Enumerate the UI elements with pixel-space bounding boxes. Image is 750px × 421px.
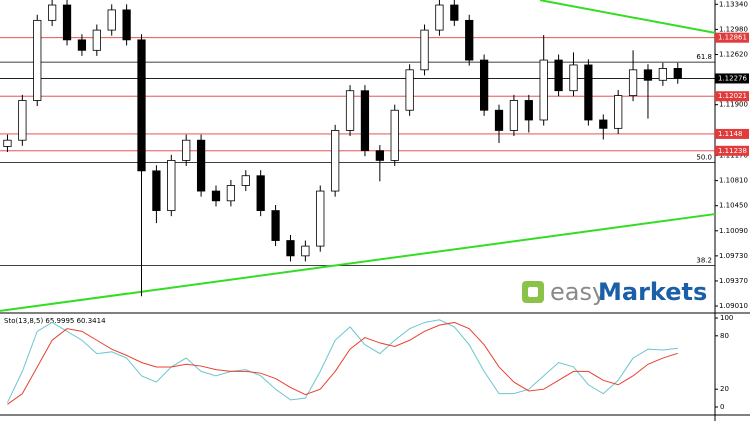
candle-body xyxy=(465,19,474,61)
candle-body xyxy=(137,39,146,172)
level-box xyxy=(715,91,749,102)
indicator-label: Sto(13,8,5) 65.9995 60.3414 xyxy=(4,317,106,325)
fib-label: 61.8 xyxy=(696,53,712,61)
candle-body xyxy=(539,59,548,121)
candle-body xyxy=(584,64,593,121)
candle-body xyxy=(256,175,265,211)
candle-body xyxy=(48,4,57,21)
candle-body xyxy=(375,150,384,161)
candle-body xyxy=(599,119,608,129)
brand-text: easy xyxy=(550,278,606,306)
level-label: 1.11238 xyxy=(718,147,747,155)
level-label: 1.12021 xyxy=(718,92,747,100)
candle-body xyxy=(420,29,429,71)
candle-body xyxy=(405,69,414,111)
candle-body xyxy=(435,4,444,31)
y-tick-label: 100 xyxy=(720,314,733,322)
candle-body xyxy=(345,90,355,131)
candle-body xyxy=(658,68,667,81)
y-tick-label: 1.11900 xyxy=(719,101,748,109)
candle-body xyxy=(33,19,42,101)
candle-body xyxy=(226,185,236,202)
y-tick-label: 1.09370 xyxy=(719,277,748,285)
y-tick-label: 1.12620 xyxy=(719,50,748,58)
candle-body xyxy=(301,245,310,257)
candle-body xyxy=(271,210,280,241)
level-box xyxy=(715,128,749,139)
fib-label: 50.0 xyxy=(696,153,712,161)
candle-body xyxy=(167,160,176,211)
level-box xyxy=(715,32,749,43)
level-label: 1.12861 xyxy=(718,34,747,42)
candle-body xyxy=(524,100,533,121)
y-tick-label: 1.10450 xyxy=(719,202,748,210)
candle-body xyxy=(569,64,578,92)
y-tick-label: 1.10810 xyxy=(719,177,748,185)
candle-body xyxy=(3,139,12,147)
candle-body xyxy=(62,4,72,41)
candle-body xyxy=(390,109,399,161)
level-label: 1.12276 xyxy=(718,74,747,82)
y-tick-label: 1.09730 xyxy=(719,252,748,260)
candle-body xyxy=(18,100,27,141)
candle-body xyxy=(479,59,489,111)
logo-icon xyxy=(528,287,538,297)
trendline xyxy=(0,213,716,312)
level-label: 1.1148 xyxy=(718,130,743,138)
y-tick-label: 0 xyxy=(720,403,724,411)
y-tick-label: 80 xyxy=(720,332,729,340)
stochastic-line xyxy=(7,321,678,405)
fib-label: 38.2 xyxy=(696,257,712,265)
y-tick-label: 1.10090 xyxy=(719,227,748,235)
y-tick-label: 20 xyxy=(720,385,729,393)
candle-body xyxy=(241,175,250,186)
candle-body xyxy=(122,9,131,41)
candle-body xyxy=(196,139,206,192)
y-tick-label: 1.13340 xyxy=(719,0,748,8)
brand-logo: easy Markets xyxy=(522,278,707,306)
candle-body xyxy=(92,29,101,51)
candle-body xyxy=(614,95,623,129)
candle-body xyxy=(360,90,370,152)
stochastic-line xyxy=(6,319,678,403)
candle-body xyxy=(509,100,519,131)
candle-body xyxy=(643,69,653,81)
candle-body xyxy=(673,68,682,79)
brand-text: Markets xyxy=(598,278,707,306)
y-tick-label: 1.12980 xyxy=(719,25,748,33)
candle-body xyxy=(450,4,459,21)
candle-body xyxy=(152,170,161,211)
candle-body xyxy=(316,190,325,247)
candle-body xyxy=(211,190,221,202)
candle-body xyxy=(182,139,191,161)
candle-body xyxy=(554,59,563,92)
trendline xyxy=(539,0,716,34)
level-box xyxy=(715,145,749,156)
candle-body xyxy=(107,9,116,31)
y-tick-label: 1.09010 xyxy=(719,302,748,310)
candle-body xyxy=(494,109,504,131)
candle-body xyxy=(628,69,638,97)
candle-body xyxy=(331,130,340,192)
candle-body xyxy=(286,240,295,257)
candle-body xyxy=(77,39,87,51)
level-box xyxy=(715,73,749,84)
